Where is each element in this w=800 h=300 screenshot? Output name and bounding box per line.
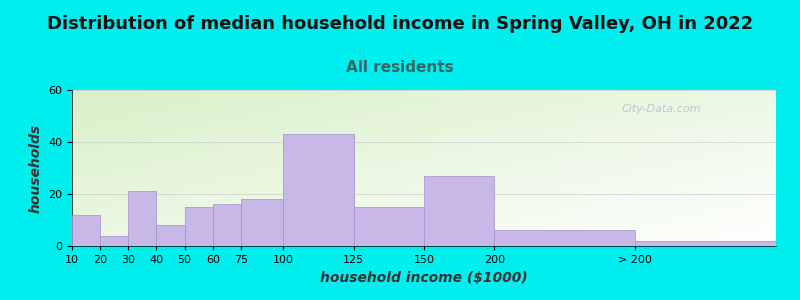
Bar <box>241 199 283 246</box>
Bar <box>128 191 157 246</box>
Bar <box>72 215 100 246</box>
Bar <box>424 176 494 246</box>
Text: City-Data.com: City-Data.com <box>621 104 701 114</box>
Bar <box>354 207 424 246</box>
Bar <box>100 236 128 246</box>
Bar <box>635 241 776 246</box>
Bar <box>494 230 635 246</box>
Bar <box>213 204 241 246</box>
Text: Distribution of median household income in Spring Valley, OH in 2022: Distribution of median household income … <box>47 15 753 33</box>
X-axis label: household income ($1000): household income ($1000) <box>320 271 528 285</box>
Bar <box>157 225 185 246</box>
Bar <box>185 207 213 246</box>
Bar <box>283 134 354 246</box>
Text: All residents: All residents <box>346 60 454 75</box>
Y-axis label: households: households <box>29 123 42 213</box>
